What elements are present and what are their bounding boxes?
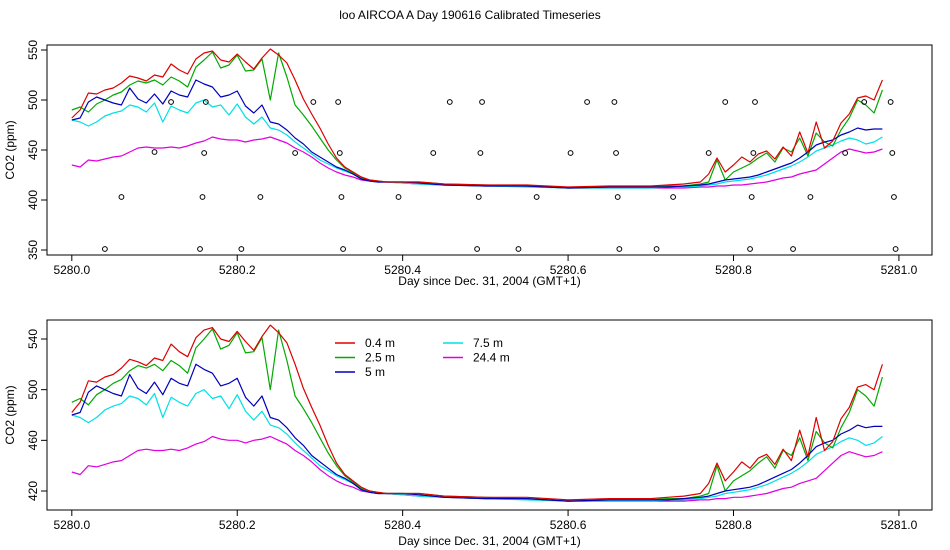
scatter-point	[613, 150, 619, 156]
scatter-point	[887, 99, 894, 105]
scatter-point	[752, 99, 758, 105]
scatter-point	[446, 99, 453, 105]
scatter-point	[292, 150, 299, 156]
plot-area	[71, 324, 883, 502]
y-tick-label: 350	[26, 240, 40, 260]
legend-label: 7.5 m	[473, 336, 503, 350]
scatter-point	[202, 99, 209, 105]
scatter-point	[101, 246, 108, 252]
y-tick-label: 460	[26, 430, 40, 450]
scatter-point	[475, 194, 482, 200]
y-axis-label: CO2 (ppm)	[3, 120, 17, 179]
scatter-point	[842, 150, 849, 156]
scatter-point	[238, 246, 245, 252]
scatter-point	[747, 246, 753, 252]
scatter-point	[611, 99, 618, 105]
scatter-point	[201, 150, 208, 156]
scatter-point	[197, 246, 203, 252]
y-tick-label: 500	[26, 90, 40, 110]
x-tick-label: 5281.0	[881, 518, 918, 532]
legend: 0.4 m2.5 m5 m 7.5 m24.4 m	[335, 336, 510, 379]
scatter-point	[515, 246, 522, 252]
page-title: loo AIRCOA A Day 190616 Calibrated Times…	[339, 8, 600, 22]
y-tick-label: 450	[26, 140, 40, 160]
scatter-point	[310, 99, 317, 105]
legend-label: 5 m	[365, 365, 385, 379]
plot-frame	[46, 319, 933, 511]
y-tick-label: 540	[26, 329, 40, 349]
scatter-point	[584, 99, 590, 105]
series-line-5-mm	[71, 79, 883, 189]
x-tick-label: 5280.6	[550, 263, 587, 277]
series-line-24-4-mm	[71, 136, 883, 189]
x-tick-label: 5280.4	[384, 518, 421, 532]
scatter-point	[199, 194, 206, 200]
scatter-point	[479, 99, 485, 105]
x-axis-label: Day since Dec. 31, 2004 (GMT+1)	[398, 274, 580, 288]
series-line-5-mm	[71, 363, 883, 502]
y-tick-label: 400	[26, 190, 40, 210]
legend-label: 2.5 m	[365, 351, 395, 365]
x-tick-label: 5280.2	[219, 518, 256, 532]
y-tick-label: 420	[26, 481, 40, 501]
scatter-point	[151, 149, 158, 155]
plot-frame	[46, 44, 933, 256]
y-axis-label: CO2 (ppm)	[3, 385, 17, 444]
scatter-point	[395, 194, 402, 200]
scatter-point	[807, 194, 814, 200]
x-axis-label: Day since Dec. 31, 2004 (GMT+1)	[398, 534, 580, 548]
scatter-point	[376, 246, 383, 252]
top-panel: 5280.0 5280.2 5280.4 5280.6 5280.8 5281.0 350 4…	[3, 40, 933, 288]
scatter-point	[861, 99, 868, 105]
scatter-point	[335, 99, 342, 105]
scatter-point	[474, 246, 480, 252]
x-tick-label: 5280.6	[550, 518, 587, 532]
scatter-point	[338, 194, 345, 200]
scatter-point	[616, 246, 623, 252]
x-tick-label: 5280.8	[715, 518, 752, 532]
scatter-point	[567, 150, 574, 156]
series-line-0-4-mm	[71, 48, 883, 188]
x-tick-label: 5280.0	[53, 263, 90, 277]
scatter-point	[891, 194, 897, 200]
scatter-point	[790, 246, 796, 252]
series-line-0-4-mm	[71, 324, 883, 501]
scatter-point	[889, 150, 896, 156]
scatter-point	[477, 150, 484, 156]
series-line-2-5-mm	[71, 51, 883, 189]
x-tick-label: 5280.2	[219, 263, 256, 277]
x-tick-label: 5281.0	[881, 263, 918, 277]
scatter-point	[430, 150, 437, 156]
x-tick-label: 5280.8	[715, 263, 752, 277]
bottom-panel: 5280.0 5280.2 5280.4 5280.6 5280.8 5281.0 420 4…	[3, 319, 933, 548]
scatter-point	[340, 246, 347, 252]
scatter-point	[892, 246, 899, 252]
x-tick-label: 5280.4	[384, 263, 421, 277]
scatter-point	[118, 194, 125, 200]
legend-label: 24.4 m	[473, 351, 510, 365]
scatter-point	[722, 99, 729, 105]
scatter-point	[750, 150, 757, 156]
plot-area	[71, 48, 899, 252]
scatter-point	[336, 150, 343, 156]
scatter-point	[257, 194, 264, 200]
scatter-point	[653, 246, 660, 252]
scatter-point	[168, 99, 174, 105]
scatter-point	[670, 194, 677, 200]
series-line-24-4-mm	[71, 435, 883, 502]
y-tick-label: 550	[26, 40, 40, 60]
scatter-point	[533, 194, 540, 200]
y-tick-label: 500	[26, 379, 40, 399]
legend-label: 0.4 m	[365, 336, 395, 350]
scatter-point	[705, 150, 712, 156]
scatter-point	[614, 194, 621, 200]
x-tick-label: 5280.0	[53, 518, 90, 532]
scatter-point	[748, 194, 755, 200]
